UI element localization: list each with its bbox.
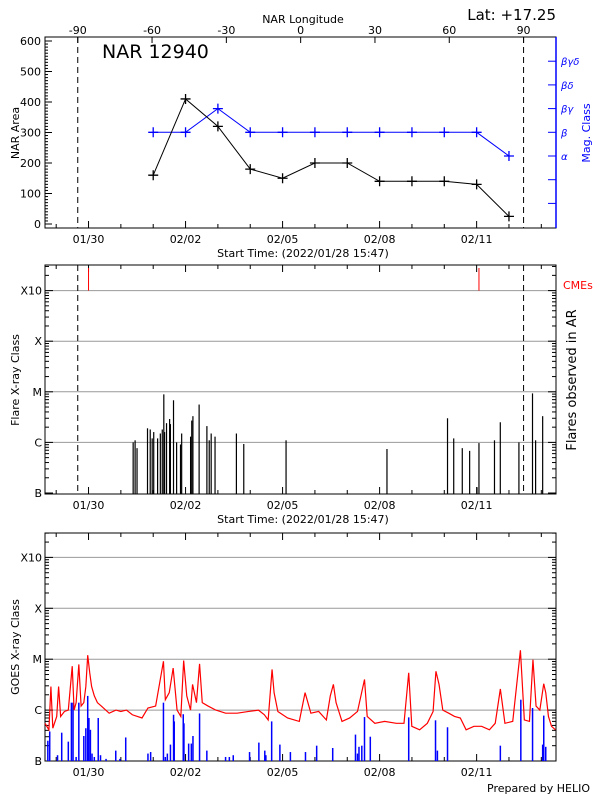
p2-y-tick-label: X10 bbox=[20, 285, 42, 298]
latitude-label: Lat: +17.25 bbox=[467, 6, 556, 24]
nar-area-point bbox=[374, 176, 385, 187]
p2-frame bbox=[44, 264, 557, 495]
nar-area-point bbox=[342, 158, 353, 168]
p1-y-tick-label: 500 bbox=[20, 66, 41, 79]
mag-class-tick-label: α bbox=[561, 152, 568, 163]
mag-class-point bbox=[342, 127, 353, 138]
p3-y-tick-label: X10 bbox=[20, 551, 42, 564]
p3-frame bbox=[44, 532, 557, 762]
y-axis-title-goes-class: GOES X-ray Class bbox=[9, 599, 22, 695]
p2-x-tick-label: 02/08 bbox=[364, 499, 396, 512]
p3-x-tick-label: 02/05 bbox=[267, 766, 299, 779]
nar-area-line bbox=[152, 98, 510, 217]
p1-y-tick-label: 600 bbox=[20, 35, 41, 48]
p1-y-tick-label: 300 bbox=[20, 127, 41, 140]
mag-class-point bbox=[180, 127, 191, 138]
mag-class-point bbox=[406, 127, 417, 138]
mag-class-point bbox=[374, 127, 385, 138]
mag-class-tick-label: βδ bbox=[560, 81, 574, 92]
p1-x-tick-label: 01/30 bbox=[73, 233, 105, 246]
nar-area-point bbox=[309, 158, 320, 168]
p2-y-tick-label: C bbox=[34, 436, 42, 449]
y-axis-title-area: NAR Area bbox=[9, 107, 22, 159]
p2-x-tick-label: 02/05 bbox=[267, 499, 299, 512]
mag-class-point bbox=[439, 127, 450, 138]
p3-y-tick-label: X bbox=[34, 602, 42, 615]
mag-class-line bbox=[153, 107, 510, 157]
y2-axis-title-mag-class: Mag. Class bbox=[580, 103, 593, 162]
nar-area-point bbox=[406, 176, 417, 187]
p2-y-tick-label: B bbox=[34, 487, 42, 500]
p2-x-tick-label: 02/02 bbox=[170, 499, 202, 512]
p2-y-tick-label: X bbox=[34, 335, 42, 348]
p2-x-tick-label: 02/11 bbox=[461, 499, 493, 512]
cme-legend-label: CMEs bbox=[563, 279, 593, 292]
p1-y-tick-label: 200 bbox=[20, 157, 41, 170]
nar-area-point bbox=[471, 179, 482, 190]
p1-x-tick-label: 02/08 bbox=[364, 233, 396, 246]
p1-y-tick-label: 400 bbox=[20, 96, 41, 109]
p2-y-tick-label: M bbox=[33, 386, 43, 399]
p1-y-tick-label: 0 bbox=[34, 218, 41, 231]
x-axis-title-panel1: Start Time: (2022/01/28 15:47) bbox=[217, 247, 389, 260]
top-axis-title: NAR Longitude bbox=[262, 13, 344, 26]
p1-longitude-tick-label: 60 bbox=[442, 24, 456, 37]
mag-class-point bbox=[309, 127, 320, 138]
nar-area-point bbox=[148, 170, 159, 181]
x-axis-title-panel2: Start Time: (2022/01/28 15:47) bbox=[217, 513, 389, 526]
p3-x-tick-label: 01/30 bbox=[73, 766, 105, 779]
mag-class-point bbox=[212, 103, 223, 114]
p3-y-tick-label: B bbox=[34, 755, 42, 768]
region-title: NAR 12940 bbox=[102, 41, 209, 63]
footer-credit: Prepared by HELIO bbox=[487, 782, 590, 795]
goes-long-channel-line bbox=[44, 650, 556, 732]
mag-class-point bbox=[277, 127, 288, 138]
p1-longitude-tick-label: -30 bbox=[217, 24, 235, 37]
y-axis-title-flare-class: Flare X-ray Class bbox=[9, 334, 22, 426]
mag-class-tick-label: βγδ bbox=[560, 57, 579, 68]
nar-area-point bbox=[212, 121, 223, 132]
nar-area-point bbox=[180, 93, 191, 104]
p3-x-tick-label: 02/02 bbox=[170, 766, 202, 779]
p3-x-tick-label: 02/08 bbox=[364, 766, 396, 779]
mag-class-point bbox=[503, 151, 514, 161]
p1-x-tick-label: 02/05 bbox=[267, 233, 299, 246]
p2-x-tick-label: 01/30 bbox=[73, 499, 105, 512]
nar-area-point bbox=[277, 173, 288, 184]
nar-area-point bbox=[439, 176, 450, 187]
p1-y-tick-label: 100 bbox=[20, 188, 41, 201]
p1-x-tick-label: 02/02 bbox=[170, 233, 202, 246]
p1-longitude-tick-label: 0 bbox=[297, 24, 304, 37]
p1-longitude-tick-label: 90 bbox=[517, 24, 531, 37]
mag-class-point bbox=[471, 127, 482, 138]
y2-axis-title-flares-observed: Flares observed in AR bbox=[565, 309, 580, 450]
nar-area-point bbox=[503, 211, 514, 222]
mag-class-point bbox=[148, 127, 159, 138]
p3-x-tick-label: 02/11 bbox=[461, 766, 493, 779]
mag-class-point bbox=[245, 127, 256, 138]
nar-area-point bbox=[245, 164, 256, 175]
mag-class-tick-label: β bbox=[560, 128, 568, 139]
p1-x-tick-label: 02/11 bbox=[461, 233, 493, 246]
p3-y-tick-label: M bbox=[33, 653, 43, 666]
p1-longitude-tick-label: 30 bbox=[368, 24, 382, 37]
p3-y-tick-label: C bbox=[34, 704, 42, 717]
mag-class-tick-label: βγ bbox=[560, 105, 574, 116]
p1-longitude-tick-label: -60 bbox=[143, 24, 161, 37]
p1-longitude-tick-label: -90 bbox=[69, 24, 87, 37]
